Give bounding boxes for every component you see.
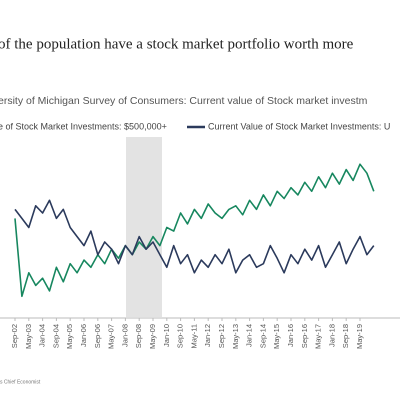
source: s Chief Economist [0, 379, 41, 385]
x-tick-label: Jan-18 [327, 324, 336, 347]
x-tick-label: Jan-12 [203, 324, 212, 347]
series-line [14, 199, 375, 274]
x-tick-label: May-15 [272, 324, 281, 349]
series-line [14, 163, 375, 298]
x-tick-label: Sep-06 [93, 324, 102, 348]
legend-label: Current Value of Stock Market Investment… [208, 121, 390, 131]
x-tick-label: Jan-04 [38, 324, 47, 347]
x-tick-label: Sep-12 [217, 324, 226, 348]
recession-shade [126, 137, 162, 317]
x-tick-label: May-09 [148, 324, 157, 349]
x-tick-label: Jan-16 [286, 324, 295, 347]
x-tick-label: May-03 [24, 324, 33, 349]
chart-title: of the population have a stock market po… [0, 36, 354, 52]
x-tick-label: Sep-02 [10, 324, 19, 348]
x-tick-label: May-17 [314, 324, 323, 349]
x-tick-label: May-11 [189, 324, 198, 348]
legend-label: e of Stock Market Investments: $500,000+ [0, 121, 167, 131]
x-tick-label: Sep-08 [134, 324, 143, 348]
x-tick-label: Sep-04 [51, 324, 60, 348]
x-tick-label: Jan-06 [79, 324, 88, 347]
x-tick-label: May-05 [65, 324, 74, 349]
x-tick-label: Jan-14 [245, 324, 254, 347]
chart-subtitle: ersity of Michigan Survey of Consumers: … [0, 95, 368, 107]
x-tick-label: May-13 [231, 324, 240, 349]
x-tick-label: Sep-10 [176, 324, 185, 348]
x-tick-label: Sep-16 [300, 324, 309, 348]
x-tick-label: Sep-18 [341, 324, 350, 348]
x-tick-label: Sep-14 [258, 324, 267, 348]
x-tick-label: Jan-08 [120, 324, 129, 347]
x-tick-label: May-19 [355, 324, 364, 349]
x-tick-label: May-07 [107, 324, 116, 349]
x-tick-label: Jan-10 [162, 324, 171, 347]
